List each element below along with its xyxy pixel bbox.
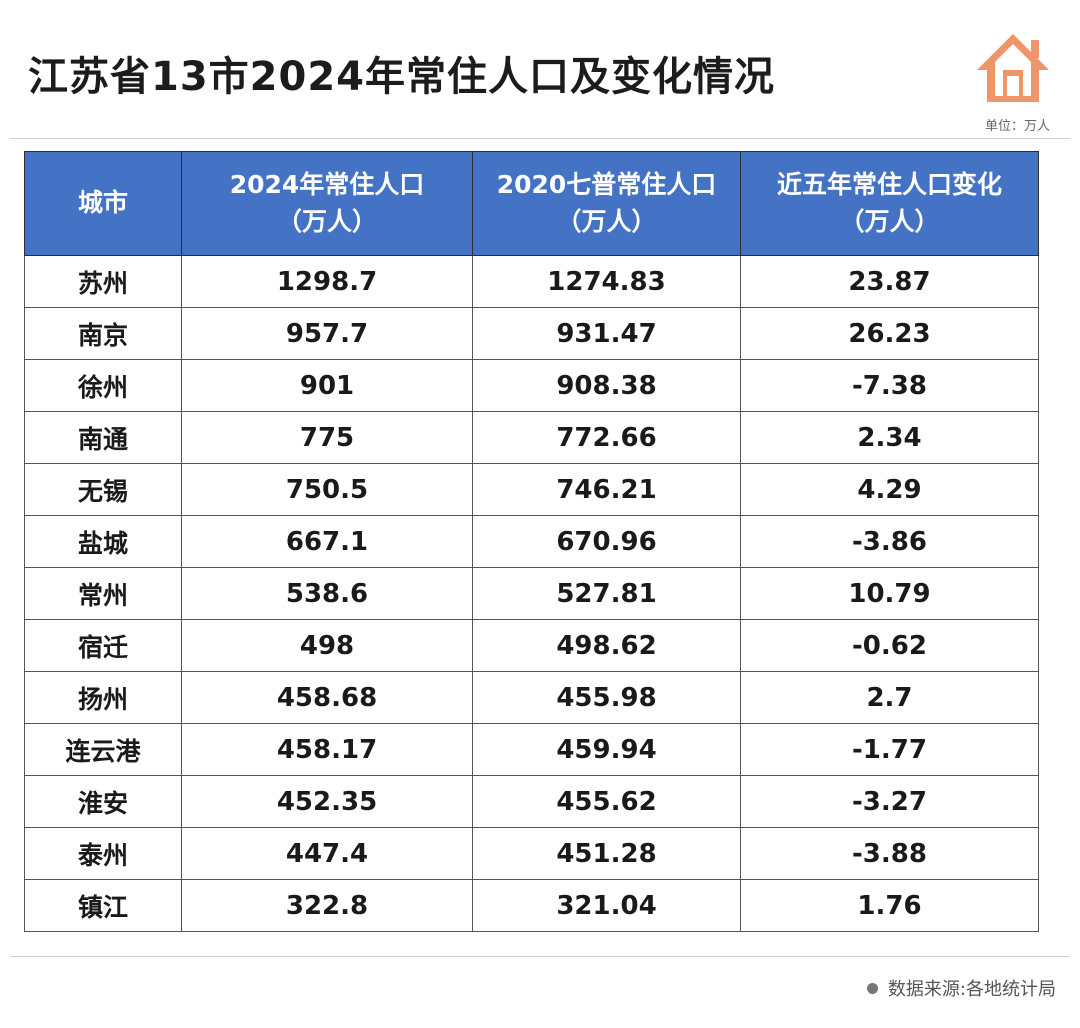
change-cell: -7.38 [740,359,1039,412]
pop-2024-cell: 1298.7 [181,255,473,308]
divider [10,956,1070,957]
header-five-year-change: 近五年常住人口变化 （万人） [740,151,1039,256]
pop-2024-cell: 667.1 [181,515,473,568]
pop-2024-cell: 775 [181,411,473,464]
change-cell: 26.23 [740,307,1039,360]
header-city: 城市 [24,151,182,256]
pop-2024-cell: 452.35 [181,775,473,828]
change-cell: 2.34 [740,411,1039,464]
pop-2020-cell: 746.21 [472,463,741,516]
pop-2020-cell: 455.98 [472,671,741,724]
page-title: 江苏省13市2024年常住人口及变化情况 [28,54,775,100]
change-cell: -1.77 [740,723,1039,776]
table-row: 无锡 750.5 746.21 4.29 [24,463,1039,516]
pop-2020-cell: 931.47 [472,307,741,360]
city-cell: 无锡 [24,463,182,516]
table-row: 南京 957.7 931.47 26.23 [24,307,1039,360]
pop-2020-cell: 670.96 [472,515,741,568]
city-cell: 宿迁 [24,619,182,672]
table-row: 淮安 452.35 455.62 -3.27 [24,775,1039,828]
table-row: 泰州 447.4 451.28 -3.88 [24,827,1039,880]
pop-2024-cell: 901 [181,359,473,412]
pop-2024-cell: 322.8 [181,879,473,932]
city-cell: 淮安 [24,775,182,828]
table-row: 常州 538.6 527.81 10.79 [24,567,1039,620]
pop-2020-cell: 527.81 [472,567,741,620]
pop-2020-cell: 908.38 [472,359,741,412]
city-cell: 南通 [24,411,182,464]
city-cell: 徐州 [24,359,182,412]
change-cell: -0.62 [740,619,1039,672]
city-cell: 扬州 [24,671,182,724]
pop-2024-cell: 458.68 [181,671,473,724]
bullet-dot-icon [866,982,878,994]
city-cell: 泰州 [24,827,182,880]
city-cell: 镇江 [24,879,182,932]
population-table: 城市 2024年常住人口 （万人） 2020七普常住人口 （万人） 近五年常住人… [24,151,1039,932]
city-cell: 盐城 [24,515,182,568]
table-row: 镇江 322.8 321.04 1.76 [24,879,1039,932]
table-row: 苏州 1298.7 1274.83 23.87 [24,255,1039,308]
pop-2020-cell: 772.66 [472,411,741,464]
source-text: 数据来源:各地统计局 [887,979,1056,1000]
table-row: 连云港 458.17 459.94 -1.77 [24,723,1039,776]
city-cell: 常州 [24,567,182,620]
header-2024-population: 2024年常住人口 （万人） [181,151,473,256]
pop-2024-cell: 498 [181,619,473,672]
pop-2020-cell: 1274.83 [472,255,741,308]
pop-2020-cell: 451.28 [472,827,741,880]
pop-2020-cell: 321.04 [472,879,741,932]
change-cell: 2.7 [740,671,1039,724]
pop-2020-cell: 498.62 [472,619,741,672]
header-2020-census-population: 2020七普常住人口 （万人） [472,151,741,256]
city-cell: 连云港 [24,723,182,776]
pop-2024-cell: 750.5 [181,463,473,516]
change-cell: -3.88 [740,827,1039,880]
city-cell: 苏州 [24,255,182,308]
source-note: 数据来源:各地统计局 [866,975,1056,1001]
change-cell: 23.87 [740,255,1039,308]
table-row: 扬州 458.68 455.98 2.7 [24,671,1039,724]
pop-2024-cell: 447.4 [181,827,473,880]
pop-2020-cell: 455.62 [472,775,741,828]
header-row: 城市 2024年常住人口 （万人） 2020七普常住人口 （万人） 近五年常住人… [24,151,1039,256]
pop-2020-cell: 459.94 [472,723,741,776]
change-cell: 4.29 [740,463,1039,516]
city-cell: 南京 [24,307,182,360]
house-icon [977,34,1049,102]
pop-2024-cell: 458.17 [181,723,473,776]
change-cell: -3.86 [740,515,1039,568]
divider [10,138,1070,139]
pop-2024-cell: 538.6 [181,567,473,620]
unit-label: 单位：万人 [984,119,1050,134]
change-cell: -3.27 [740,775,1039,828]
change-cell: 10.79 [740,567,1039,620]
table-row: 徐州 901 908.38 -7.38 [24,359,1039,412]
table-row: 南通 775 772.66 2.34 [24,411,1039,464]
change-cell: 1.76 [740,879,1039,932]
table-row: 盐城 667.1 670.96 -3.86 [24,515,1039,568]
table-row: 宿迁 498 498.62 -0.62 [24,619,1039,672]
pop-2024-cell: 957.7 [181,307,473,360]
